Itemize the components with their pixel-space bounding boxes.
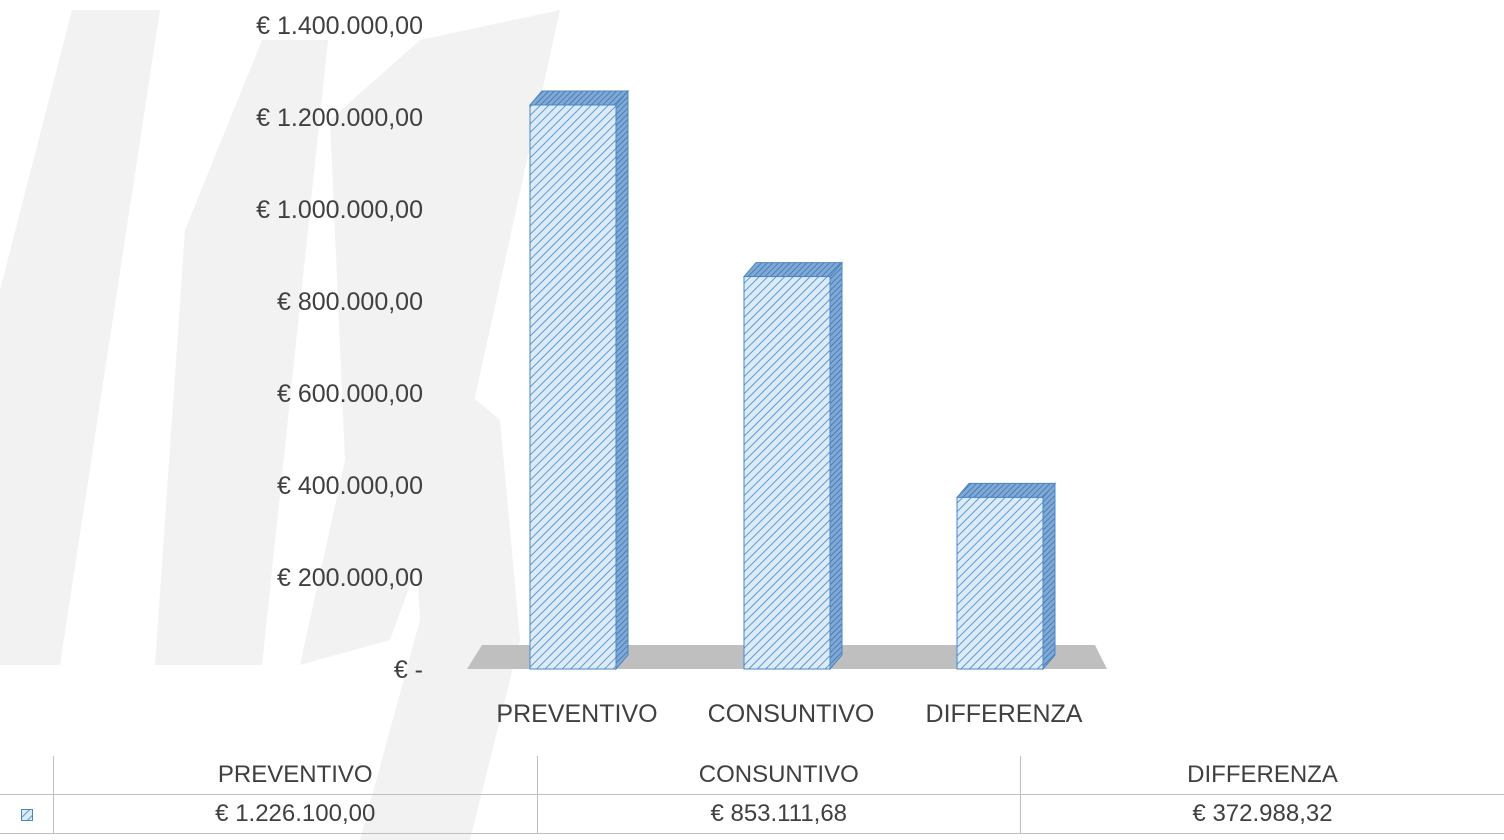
table-value-preventivo: € 1.226.100,00	[53, 794, 538, 834]
y-tick-label-6: € 1.200.000,00	[256, 104, 423, 132]
bars-group	[528, 89, 1057, 671]
table-header-consuntivo: CONSUNTIVO	[536, 756, 1021, 795]
bar-preventivo	[528, 89, 630, 671]
bar-front-differenza	[956, 496, 1044, 670]
y-tick-label-4: € 800.000,00	[277, 288, 423, 316]
bar-side-consuntivo	[829, 261, 843, 671]
bar-top-preventivo	[528, 90, 630, 106]
table-header-preventivo: PREVENTIVO	[53, 756, 538, 795]
x-axis: PREVENTIVO CONSUNTIVO DIFFERENZA	[496, 700, 1082, 728]
table-header-row: PREVENTIVO CONSUNTIVO DIFFERENZA	[0, 756, 1504, 795]
y-axis: € - € 200.000,00 € 400.000,00 € 600.000,00 €…	[256, 12, 423, 684]
table-row: € 1.226.100,00 € 853.111,68 € 372.988,32	[0, 794, 1504, 834]
y-tick-label-5: € 1.000.000,00	[256, 196, 423, 224]
bar-top-consuntivo	[742, 262, 844, 278]
data-table: PREVENTIVO CONSUNTIVO DIFFERENZA € 1.226…	[0, 756, 1504, 834]
bar-side-differenza	[1042, 482, 1056, 671]
x-tick-label-differenza: DIFFERENZA	[926, 700, 1083, 728]
table-header-differenza: DIFFERENZA	[1020, 756, 1504, 795]
x-tick-label-preventivo: PREVENTIVO	[496, 700, 657, 728]
watermark-stroke-1	[0, 10, 160, 665]
bar-chart: € - € 200.000,00 € 400.000,00 € 600.000,00 €…	[256, 12, 1107, 728]
watermark-stroke-4	[360, 340, 520, 840]
bar-front-consuntivo	[743, 276, 831, 670]
table-legend-key-cell	[0, 794, 54, 834]
table-value-differenza: € 372.988,32	[1020, 794, 1504, 834]
y-tick-label-7: € 1.400.000,00	[256, 12, 423, 40]
y-tick-label-2: € 400.000,00	[277, 472, 423, 500]
x-tick-label-consuntivo: CONSUNTIVO	[708, 700, 875, 728]
y-tick-label-0: € -	[394, 656, 423, 684]
bar-differenza	[955, 482, 1057, 671]
bar-front-preventivo	[529, 104, 617, 670]
table-corner-cell	[0, 756, 54, 795]
table-value-consuntivo: € 853.111,68	[536, 794, 1021, 834]
bar-consuntivo	[742, 261, 844, 671]
bar-top-differenza	[955, 482, 1057, 498]
y-tick-label-1: € 200.000,00	[277, 564, 423, 592]
watermark-stroke-3	[300, 10, 560, 665]
hatched-legend-key-icon	[20, 808, 33, 821]
watermark-stroke-2	[155, 40, 328, 665]
y-tick-label-3: € 600.000,00	[277, 380, 423, 408]
bar-side-preventivo	[615, 89, 629, 671]
